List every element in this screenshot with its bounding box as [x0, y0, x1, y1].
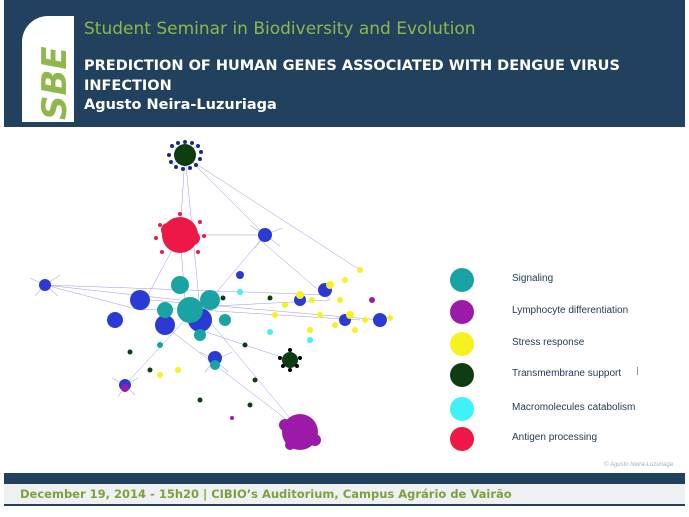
lymphocyte-color-dot: [450, 300, 474, 324]
event-details: December 19, 2014 - 15h20 | CIBIO’s Audi…: [20, 487, 512, 501]
legend-item-antigen-processing: Antigen processing: [450, 427, 660, 451]
divider-mark: [637, 367, 638, 375]
legend-item-lymphocyte-differentiation: Lymphocyte differentiation: [450, 300, 660, 324]
legend-label: Signaling: [512, 273, 554, 284]
footer-banner: [4, 473, 685, 484]
legend-item-transmembrane-support: Transmembrane support: [450, 363, 660, 387]
transmembrane-color-dot: [450, 363, 474, 387]
legend-label: Macromolecules catabolism: [512, 402, 636, 413]
sbe-logo: SBE: [22, 16, 74, 122]
signaling-color-dot: [450, 268, 474, 292]
legend-item-signaling: Signaling: [450, 268, 660, 292]
speaker-name: Agusto Neira-Luzuriaga: [84, 97, 277, 113]
catabolism-color-dot: [450, 397, 474, 421]
legend-label: Transmembrane support: [512, 368, 622, 379]
svg-text:SBE: SBE: [35, 46, 74, 120]
legend-label: Stress response: [512, 337, 585, 348]
legend-item-macromolecules-catabolism: Macromolecules catabolism: [450, 397, 660, 421]
header-banner: [4, 0, 685, 127]
stress-color-dot: [450, 332, 474, 356]
legend-label: Lymphocyte differentiation: [512, 305, 629, 316]
antigen-color-dot: [450, 427, 474, 451]
footer-background: [4, 484, 685, 504]
copyright-notice: © Agusto Neira-Luzuriaga: [604, 462, 673, 468]
seminar-name: Student Seminar in Biodiversity and Evol…: [84, 19, 476, 39]
footer-divider: [4, 504, 685, 506]
legend-item-stress-response: Stress response: [450, 332, 660, 356]
talk-title: PREDICTION OF HUMAN GENES ASSOCIATED WIT…: [84, 58, 620, 94]
legend-label: Antigen processing: [512, 432, 598, 443]
gene-network-figure: [29, 140, 393, 450]
